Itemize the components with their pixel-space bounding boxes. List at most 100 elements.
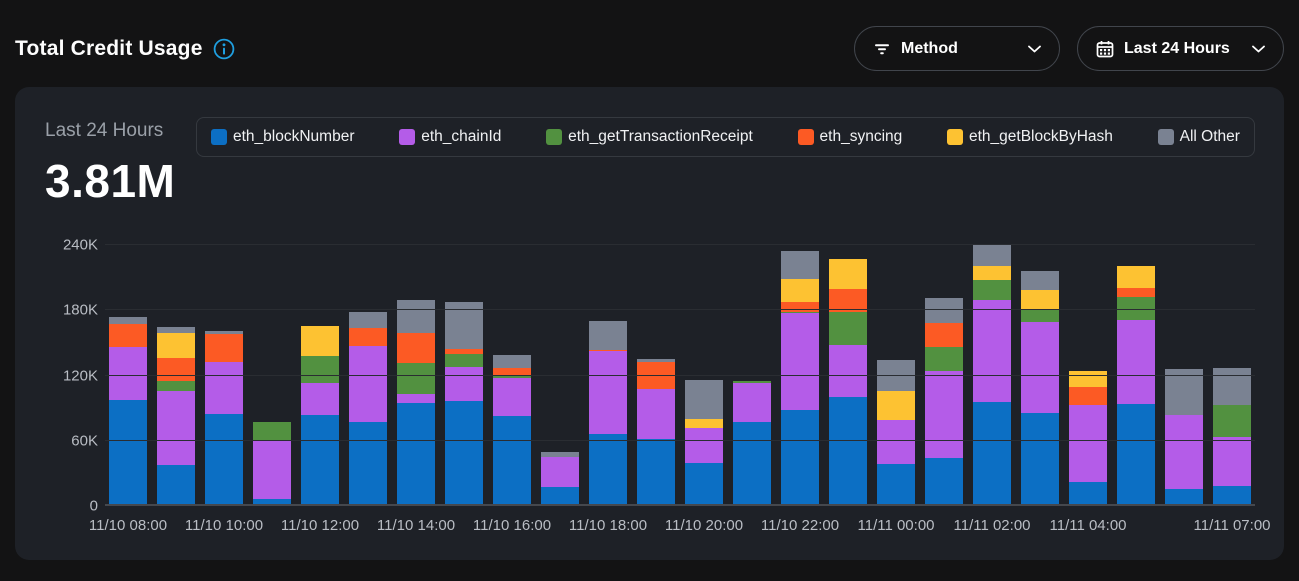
bar-segment-eth_getTransactionReceipt[interactable]: [493, 375, 531, 378]
bar-segment-eth_chainId[interactable]: [589, 350, 627, 435]
bar-segment-eth_getTransactionReceipt[interactable]: [733, 381, 771, 384]
bar-segment-eth_getBlockByHash[interactable]: [301, 325, 339, 357]
bar-11-10-22-00[interactable]: [781, 250, 819, 504]
bar-segment-eth_chainId[interactable]: [493, 377, 531, 416]
bar-segment-eth_syncing[interactable]: [781, 301, 819, 312]
time-range-dropdown[interactable]: Last 24 Hours: [1077, 26, 1284, 71]
bar-segment-eth_blockNumber[interactable]: [1069, 482, 1107, 504]
bar-segment-eth_chainId[interactable]: [205, 361, 243, 414]
legend-item-eth-chainid[interactable]: eth_chainId: [399, 128, 501, 146]
bar-segment-All-Other[interactable]: [493, 355, 531, 369]
bar-11-10-14-00[interactable]: [397, 299, 435, 504]
bar-segment-eth_chainId[interactable]: [445, 366, 483, 401]
bar-segment-eth_getBlockByHash[interactable]: [157, 333, 195, 359]
bar-11-10-23-00[interactable]: [829, 259, 867, 504]
bar-11-10-11-00[interactable]: [253, 422, 291, 504]
bar-11-11-06-00[interactable]: [1165, 369, 1203, 504]
bar-segment-eth_syncing[interactable]: [445, 348, 483, 354]
bar-segment-eth_syncing[interactable]: [925, 323, 963, 348]
bar-segment-All-Other[interactable]: [157, 326, 195, 334]
bar-segment-eth_chainId[interactable]: [397, 394, 435, 403]
bar-segment-eth_chainId[interactable]: [1213, 436, 1251, 486]
bar-segment-eth_getBlockByHash[interactable]: [829, 259, 867, 289]
bar-segment-All-Other[interactable]: [781, 250, 819, 279]
bar-11-10-21-00[interactable]: [733, 381, 771, 504]
bar-11-11-02-00[interactable]: [973, 245, 1011, 504]
legend-item-eth-getblockbyhash[interactable]: eth_getBlockByHash: [947, 128, 1113, 146]
bar-segment-eth_blockNumber[interactable]: [685, 462, 723, 504]
bar-segment-eth_syncing[interactable]: [589, 349, 627, 351]
bar-11-10-19-00[interactable]: [637, 359, 675, 504]
bar-segment-eth_syncing[interactable]: [1069, 386, 1107, 406]
bar-11-10-13-00[interactable]: [349, 311, 387, 504]
bar-segment-All-Other[interactable]: [349, 311, 387, 328]
bar-segment-All-Other[interactable]: [1213, 368, 1251, 406]
bar-segment-eth_getTransactionReceipt[interactable]: [1021, 309, 1059, 323]
bar-segment-All-Other[interactable]: [925, 298, 963, 324]
bar-11-10-16-00[interactable]: [493, 355, 531, 504]
bar-segment-eth_syncing[interactable]: [397, 333, 435, 363]
bar-segment-eth_blockNumber[interactable]: [301, 414, 339, 504]
bar-segment-eth_blockNumber[interactable]: [589, 434, 627, 504]
bar-segment-eth_getTransactionReceipt[interactable]: [925, 347, 963, 372]
bar-11-10-12-00[interactable]: [301, 325, 339, 504]
bar-segment-eth_chainId[interactable]: [685, 427, 723, 463]
bar-11-11-04-00[interactable]: [1069, 371, 1107, 504]
bar-segment-eth_blockNumber[interactable]: [829, 397, 867, 504]
bar-segment-All-Other[interactable]: [109, 316, 147, 324]
bar-segment-eth_getBlockByHash[interactable]: [781, 278, 819, 302]
bar-segment-eth_syncing[interactable]: [349, 327, 387, 347]
bar-segment-eth_blockNumber[interactable]: [541, 486, 579, 504]
bar-segment-eth_blockNumber[interactable]: [877, 463, 915, 504]
bar-segment-eth_blockNumber[interactable]: [925, 458, 963, 504]
bar-segment-eth_chainId[interactable]: [253, 439, 291, 499]
bar-segment-eth_getTransactionReceipt[interactable]: [829, 311, 867, 346]
bar-11-10-10-00[interactable]: [205, 331, 243, 504]
bar-segment-eth_chainId[interactable]: [1165, 414, 1203, 489]
bar-11-11-07-00[interactable]: [1213, 368, 1251, 504]
bar-segment-All-Other[interactable]: [1165, 369, 1203, 415]
bar-11-11-01-00[interactable]: [925, 298, 963, 504]
bar-segment-eth_getTransactionReceipt[interactable]: [973, 280, 1011, 300]
bar-segment-eth_getTransactionReceipt[interactable]: [445, 353, 483, 367]
bar-segment-eth_chainId[interactable]: [925, 371, 963, 459]
bar-segment-All-Other[interactable]: [589, 321, 627, 350]
bar-segment-eth_getBlockByHash[interactable]: [1117, 265, 1155, 288]
bar-segment-All-Other[interactable]: [973, 245, 1011, 266]
bar-segment-All-Other[interactable]: [397, 299, 435, 334]
bar-segment-All-Other[interactable]: [541, 451, 579, 458]
bar-segment-eth_chainId[interactable]: [1021, 322, 1059, 413]
bar-segment-eth_chainId[interactable]: [1069, 405, 1107, 483]
bar-segment-eth_blockNumber[interactable]: [109, 399, 147, 504]
bar-segment-eth_chainId[interactable]: [781, 312, 819, 411]
bar-segment-All-Other[interactable]: [685, 380, 723, 420]
bar-segment-eth_chainId[interactable]: [109, 347, 147, 400]
bar-segment-eth_getTransactionReceipt[interactable]: [1213, 405, 1251, 437]
legend-item-eth-gettransactionreceipt[interactable]: eth_getTransactionReceipt: [546, 128, 753, 146]
bar-11-10-15-00[interactable]: [445, 301, 483, 504]
bar-segment-eth_chainId[interactable]: [973, 299, 1011, 402]
bar-segment-eth_blockNumber[interactable]: [157, 464, 195, 504]
bar-segment-eth_blockNumber[interactable]: [205, 413, 243, 504]
bar-segment-eth_blockNumber[interactable]: [1117, 403, 1155, 504]
bar-segment-eth_syncing[interactable]: [205, 334, 243, 362]
legend-item-eth-syncing[interactable]: eth_syncing: [797, 128, 902, 146]
bar-11-11-05-00[interactable]: [1117, 265, 1155, 504]
bar-segment-eth_chainId[interactable]: [637, 388, 675, 439]
bar-segment-All-Other[interactable]: [1021, 271, 1059, 290]
bar-segment-All-Other[interactable]: [877, 360, 915, 391]
bar-segment-eth_chainId[interactable]: [877, 420, 915, 464]
bar-segment-eth_blockNumber[interactable]: [253, 498, 291, 504]
bar-segment-eth_syncing[interactable]: [1117, 287, 1155, 298]
bar-segment-eth_blockNumber[interactable]: [781, 410, 819, 504]
bar-segment-eth_blockNumber[interactable]: [637, 438, 675, 504]
bar-segment-eth_syncing[interactable]: [109, 323, 147, 348]
bar-segment-eth_getTransactionReceipt[interactable]: [781, 311, 819, 313]
bar-segment-eth_chainId[interactable]: [829, 345, 867, 398]
bar-segment-eth_getTransactionReceipt[interactable]: [253, 422, 291, 440]
bar-segment-eth_blockNumber[interactable]: [733, 422, 771, 504]
bar-11-11-00-00[interactable]: [877, 360, 915, 504]
bar-segment-eth_chainId[interactable]: [349, 346, 387, 423]
legend-item-eth-blocknumber[interactable]: eth_blockNumber: [211, 128, 354, 146]
bar-segment-eth_blockNumber[interactable]: [973, 401, 1011, 504]
